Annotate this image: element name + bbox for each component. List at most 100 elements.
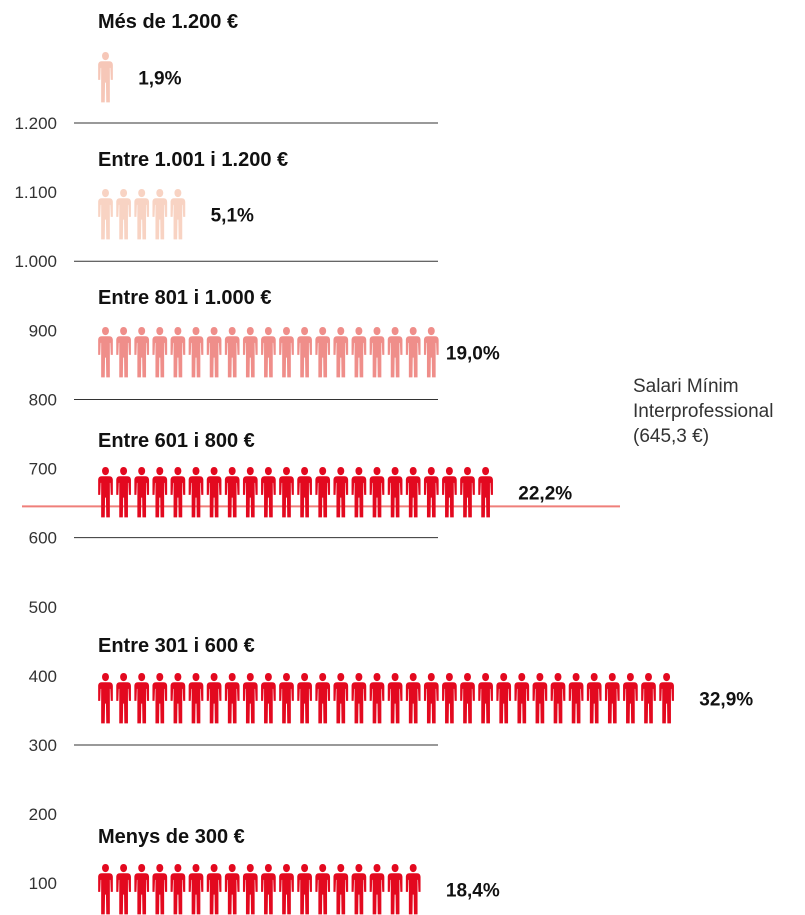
person-icon [387, 673, 403, 724]
person-icon [98, 327, 113, 378]
person-icon [116, 673, 131, 724]
person-icon-partial [677, 673, 692, 723]
person-icon [442, 673, 457, 724]
category-group: Entre 601 i 800 € 22,2% [98, 430, 572, 518]
person-icon [206, 864, 222, 915]
person-icon [387, 467, 403, 518]
person-icon [152, 327, 168, 378]
person-icon [242, 327, 258, 378]
percentage-label: 19,0% [446, 344, 500, 365]
category-group: Entre 301 i 600 € 32,9% [98, 635, 753, 724]
person-icon [98, 673, 113, 724]
person-icon [514, 673, 530, 724]
y-tick-label: 700 [29, 460, 57, 479]
person-icon-partial [496, 467, 511, 517]
person-icon [369, 673, 385, 724]
categories: Més de 1.200 € 1,9% Entre 1.001 i 1.200 € 5… [98, 11, 753, 915]
gridlines [74, 122, 438, 746]
person-icon [550, 673, 566, 724]
person-icon [152, 673, 168, 724]
person-icon-partial [189, 189, 204, 239]
person-icon [242, 673, 258, 724]
person-icon [170, 864, 186, 915]
person-icon [116, 864, 131, 915]
person-icon [568, 673, 584, 724]
person-icon [116, 189, 131, 240]
person-icon [279, 327, 294, 378]
person-icon [242, 467, 258, 518]
person-icon [297, 467, 312, 518]
person-icon [188, 467, 204, 518]
category-label: Entre 801 i 1.000 € [98, 287, 271, 309]
person-icon [224, 673, 240, 724]
category-label: Més de 1.200 € [98, 11, 238, 33]
person-icon [116, 327, 131, 378]
person-icon [333, 864, 349, 915]
person-icon [261, 864, 276, 915]
category-group: Entre 801 i 1.000 € 19,0% [98, 287, 500, 378]
person-icon [242, 864, 258, 915]
person-icon [623, 673, 638, 724]
category-group: Entre 1.001 i 1.200 € 5,1% [98, 149, 288, 240]
person-icon [586, 673, 602, 724]
y-tick-label: 400 [29, 667, 57, 686]
person-icon [297, 327, 312, 378]
person-icon [333, 467, 349, 518]
category-group: Més de 1.200 € 1,9% [98, 11, 238, 103]
person-icon [134, 864, 150, 915]
person-icon [206, 467, 222, 518]
person-icon [351, 673, 367, 724]
person-icon [261, 327, 276, 378]
person-icon [478, 673, 493, 724]
person-icon [369, 327, 385, 378]
person-icon [170, 673, 186, 724]
person-icon [98, 189, 113, 240]
person-icon [351, 864, 367, 915]
person-icon [134, 327, 150, 378]
person-icon [460, 467, 475, 518]
person-icon-partial [116, 52, 131, 102]
person-icon [152, 864, 168, 915]
person-icon [170, 189, 186, 240]
y-tick-label: 600 [29, 529, 57, 548]
person-icon [170, 467, 186, 518]
person-icon [98, 467, 113, 518]
category-label: Entre 601 i 800 € [98, 430, 255, 452]
person-icon [405, 864, 421, 915]
person-icon [315, 327, 331, 378]
person-icon [116, 467, 131, 518]
person-icon [315, 864, 331, 915]
person-icon [351, 327, 367, 378]
person-icon [351, 467, 367, 518]
person-icon [134, 189, 150, 240]
person-icon [333, 327, 349, 378]
y-tick-label: 100 [29, 874, 57, 893]
person-icon [152, 189, 168, 240]
person-icon [224, 467, 240, 518]
person-icon [423, 467, 439, 518]
person-icon [279, 673, 294, 724]
minimum-wage-label-line: Interprofessional [633, 401, 773, 422]
y-tick-label: 1.000 [14, 252, 57, 271]
person-icon [387, 864, 403, 915]
person-icon [297, 864, 312, 915]
y-axis-ticks: 1.200 1.100 1.000 900 800 700 600 500 400 300 200 1… [14, 114, 57, 893]
category-label: Menys de 300 € [98, 826, 245, 848]
person-icon [387, 327, 403, 378]
person-icon [496, 673, 512, 724]
person-icon [659, 673, 674, 724]
person-icon [604, 673, 620, 724]
person-icon [98, 864, 113, 915]
person-icon [206, 673, 222, 724]
category-label: Entre 301 i 600 € [98, 635, 255, 657]
person-icon [333, 673, 349, 724]
minimum-wage-label-line: (645,3 €) [633, 426, 709, 447]
person-icon [134, 673, 150, 724]
person-icon-partial [424, 864, 439, 914]
person-icon [405, 467, 421, 518]
person-icon [188, 673, 204, 724]
reference-annotation: Salari Mínim Interprofessional (645,3 €) [633, 376, 773, 447]
person-icon [460, 673, 475, 724]
person-icon [224, 327, 240, 378]
